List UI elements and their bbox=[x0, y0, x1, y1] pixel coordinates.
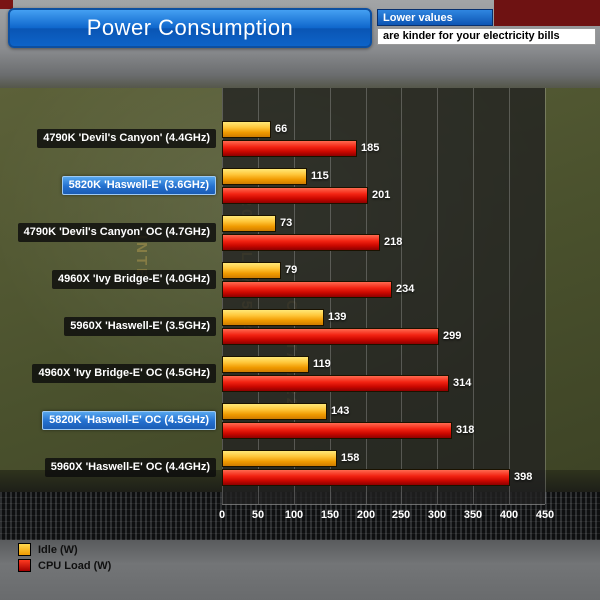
idle-bar bbox=[222, 262, 281, 279]
pcb-edge-right bbox=[494, 0, 600, 26]
idle-bar bbox=[222, 356, 309, 373]
load-bar bbox=[222, 187, 368, 204]
bar-value-label: 139 bbox=[328, 311, 347, 323]
bar-value-label: 158 bbox=[341, 452, 360, 464]
bar-value-label: 115 bbox=[311, 170, 329, 182]
bar-value-label: 314 bbox=[453, 377, 472, 389]
legend-swatch-idle bbox=[18, 543, 31, 556]
load-bar bbox=[222, 469, 510, 486]
idle-bar bbox=[222, 168, 307, 185]
bar-value-label: 299 bbox=[443, 330, 462, 342]
bar-value-label: 318 bbox=[456, 424, 475, 436]
note-description: are kinder for your electricity bills bbox=[377, 28, 596, 45]
x-tick-label: 300 bbox=[427, 509, 447, 521]
x-tick-label: 400 bbox=[499, 509, 519, 521]
idle-bar bbox=[222, 309, 324, 326]
gridline-300 bbox=[437, 88, 438, 504]
bar-value-label: 398 bbox=[514, 471, 533, 483]
category-label: 5820K 'Haswell-E' OC (4.5GHz) bbox=[42, 411, 216, 430]
x-tick-label: 450 bbox=[535, 509, 555, 521]
x-tick-label: 200 bbox=[356, 509, 376, 521]
category-label: 5960X 'Haswell-E' (3.5GHz) bbox=[64, 317, 216, 336]
gridline-450 bbox=[545, 88, 546, 504]
category-label: 4790K 'Devil's Canyon' (4.4GHz) bbox=[37, 129, 216, 148]
idle-bar bbox=[222, 450, 337, 467]
x-tick-label: 150 bbox=[320, 509, 340, 521]
x-tick-label: 350 bbox=[463, 509, 483, 521]
plot-area: 66 185 115 201 73 218 79 234 139 299 119 314 143 318 1… bbox=[222, 88, 546, 505]
chart-title: Power Consumption bbox=[86, 15, 294, 40]
legend-label: CPU Load (W) bbox=[38, 559, 112, 572]
category-label: 4790K 'Devil's Canyon' OC (4.7GHz) bbox=[17, 223, 216, 242]
pcb-edge-left bbox=[0, 0, 13, 9]
bar-value-label: 73 bbox=[280, 217, 293, 229]
legend-item: Idle (W) bbox=[18, 543, 111, 556]
load-bar bbox=[222, 375, 449, 392]
x-tick-label: 250 bbox=[391, 509, 411, 521]
bar-value-label: 66 bbox=[275, 123, 288, 135]
category-label: 4960X 'Ivy Bridge-E' (4.0GHz) bbox=[52, 270, 216, 289]
bar-value-label: 218 bbox=[384, 236, 403, 248]
load-bar bbox=[222, 422, 452, 439]
legend-item: CPU Load (W) bbox=[18, 559, 111, 572]
legend-label: Idle (W) bbox=[38, 543, 78, 556]
bar-value-label: 234 bbox=[396, 283, 415, 295]
bar-value-label: 79 bbox=[285, 264, 298, 276]
category-label: 4960X 'Ivy Bridge-E' OC (4.5GHz) bbox=[32, 364, 216, 383]
bar-value-label: 185 bbox=[361, 142, 380, 154]
idle-bar bbox=[222, 215, 276, 232]
load-bar bbox=[222, 281, 392, 298]
x-tick-label: 100 bbox=[284, 509, 304, 521]
chart-title-banner: Power Consumption bbox=[8, 8, 372, 48]
category-label: 5960X 'Haswell-E' OC (4.4GHz) bbox=[44, 458, 216, 477]
bar-value-label: 143 bbox=[331, 405, 350, 417]
background-motherboard bbox=[0, 540, 600, 600]
gridline-400 bbox=[509, 88, 510, 504]
note-lower-values: Lower values bbox=[377, 9, 493, 26]
idle-bar bbox=[222, 403, 327, 420]
load-bar bbox=[222, 234, 380, 251]
x-tick-label: 50 bbox=[251, 509, 265, 521]
bar-value-label: 201 bbox=[372, 189, 391, 201]
load-bar bbox=[222, 328, 439, 345]
gridline-250 bbox=[401, 88, 402, 504]
idle-bar bbox=[222, 121, 271, 138]
legend-swatch-load bbox=[18, 559, 31, 572]
load-bar bbox=[222, 140, 357, 157]
category-label: 5820K 'Haswell-E' (3.6GHz) bbox=[61, 176, 216, 195]
bar-value-label: 119 bbox=[313, 358, 331, 370]
x-tick-label: 0 bbox=[218, 509, 226, 521]
gridline-350 bbox=[473, 88, 474, 504]
legend: Idle (W) CPU Load (W) bbox=[18, 543, 111, 575]
category-labels: 4790K 'Devil's Canyon' (4.4GHz) 5820K 'Ha… bbox=[0, 88, 218, 504]
